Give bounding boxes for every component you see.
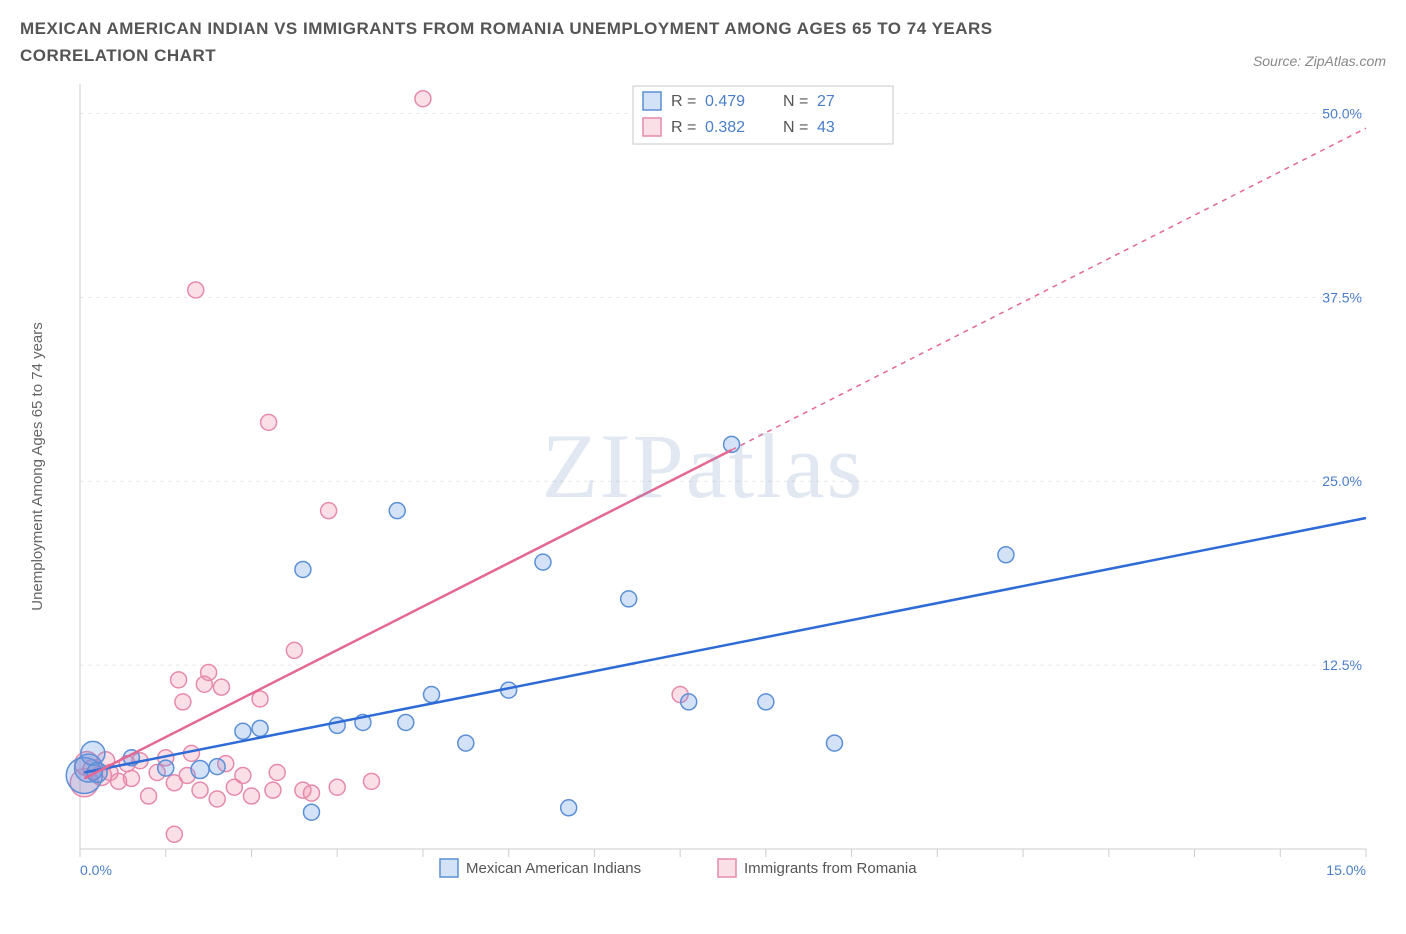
y-tick-label: 50.0% [1322,106,1362,122]
data-point-romania [188,282,204,298]
data-point-mexican [303,805,319,821]
data-point-mexican [81,742,105,766]
y-tick-label: 25.0% [1322,474,1362,490]
data-point-romania [175,694,191,710]
stats-swatch-mexican [643,92,661,110]
stats-n-value-mexican: 27 [817,93,835,110]
stats-r-label: R = [671,119,696,136]
y-tick-label: 37.5% [1322,290,1362,306]
data-point-romania [171,672,187,688]
data-point-mexican [389,503,405,519]
legend-swatch-mexican [440,859,458,877]
stats-r-label: R = [671,93,696,110]
data-point-mexican [826,735,842,751]
data-point-mexican [998,547,1014,563]
data-point-romania [209,791,225,807]
data-point-mexican [681,694,697,710]
stats-n-label: N = [783,119,808,136]
data-point-mexican [561,800,577,816]
data-point-mexican [191,761,209,779]
data-point-mexican [252,721,268,737]
data-point-mexican [398,715,414,731]
y-axis-title: Unemployment Among Ages 65 to 74 years [29,323,46,612]
stats-swatch-romania [643,118,661,136]
data-point-mexican [424,687,440,703]
chart-container: 12.5% 25.0% 37.5% 50.0% 0.0% 15.0% Unemploymen… [20,79,1386,919]
stats-r-value-romania: 0.382 [705,119,745,136]
source-attribution: Source: ZipAtlas.com [1253,53,1386,69]
data-point-romania [269,765,285,781]
data-point-romania [303,785,319,801]
data-point-romania [235,768,251,784]
data-point-mexican [621,591,637,607]
trend-line-dash-romania [732,129,1366,451]
stats-r-value-mexican: 0.479 [705,93,745,110]
data-point-mexican [235,724,251,740]
data-point-romania [261,415,277,431]
stats-n-value-romania: 43 [817,119,835,136]
data-point-romania [141,788,157,804]
data-point-mexican [209,759,225,775]
trend-line-mexican [84,518,1366,773]
data-point-romania [286,643,302,659]
data-point-romania [415,91,431,107]
data-point-romania [201,665,217,681]
data-point-romania [166,827,182,843]
data-point-romania [123,771,139,787]
data-point-romania [321,503,337,519]
legend-label-romania: Immigrants from Romania [744,860,917,877]
data-point-romania [329,780,345,796]
scatter-chart: 12.5% 25.0% 37.5% 50.0% 0.0% 15.0% Unemploymen… [20,79,1386,919]
data-point-mexican [535,555,551,571]
data-point-mexican [458,735,474,751]
data-point-romania [363,774,379,790]
data-point-romania [192,783,208,799]
data-point-mexican [758,694,774,710]
y-tick-label: 12.5% [1322,657,1362,673]
data-point-romania [213,680,229,696]
x-tick-label: 0.0% [80,862,112,878]
legend-swatch-romania [718,859,736,877]
data-point-romania [243,788,259,804]
stats-n-label: N = [783,93,808,110]
data-point-mexican [329,718,345,734]
legend-label-mexican: Mexican American Indians [466,860,641,877]
chart-title: MEXICAN AMERICAN INDIAN VS IMMIGRANTS FR… [20,15,1120,69]
x-tick-label: 15.0% [1326,862,1366,878]
data-point-mexican [158,760,174,776]
data-point-mexican [295,562,311,578]
data-point-romania [265,783,281,799]
